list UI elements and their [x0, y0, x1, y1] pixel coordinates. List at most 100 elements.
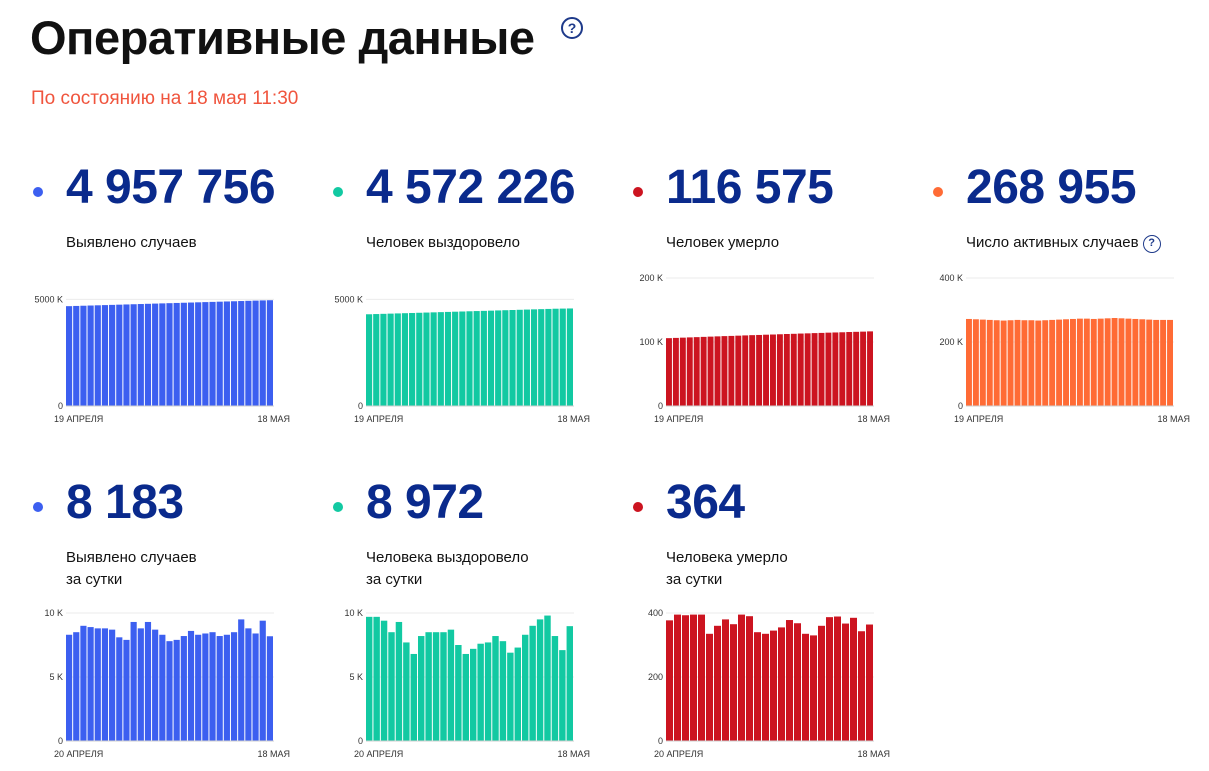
bar: [538, 309, 545, 406]
bar: [209, 632, 216, 741]
bar: [410, 653, 417, 741]
y-tick-label: 100 K: [639, 337, 663, 347]
bar: [746, 616, 753, 741]
bar: [1042, 320, 1049, 406]
bar: [1049, 319, 1056, 406]
bar: [477, 643, 484, 741]
bar: [430, 312, 437, 406]
bar: [366, 314, 373, 406]
bar: [993, 320, 1000, 406]
bar: [986, 319, 993, 406]
bar: [109, 629, 116, 741]
bar: [1139, 319, 1146, 406]
bar: [266, 636, 273, 741]
y-tick-label: 5000 K: [334, 294, 363, 304]
bar: [259, 620, 266, 741]
bar: [452, 311, 459, 406]
bar: [551, 636, 559, 741]
bar: [101, 305, 109, 406]
bar: [516, 309, 523, 406]
bar: [123, 304, 130, 406]
bar: [686, 337, 693, 406]
bar: [109, 304, 116, 406]
bar: [858, 631, 865, 741]
stat-value: 364: [666, 476, 745, 529]
legend-dot: [333, 187, 343, 197]
bar: [1021, 320, 1028, 406]
help-icon[interactable]: ?: [561, 17, 583, 39]
bar: [866, 624, 873, 741]
bar: [700, 336, 707, 406]
bar: [839, 332, 846, 406]
stat-label: Человека умерло за сутки: [666, 547, 788, 591]
bar: [1118, 318, 1125, 406]
x-tick-label-end: 18 МАЯ: [557, 414, 590, 424]
x-tick-label-start: 19 АПРЕЛЯ: [54, 414, 103, 424]
bar: [80, 305, 87, 406]
bar: [440, 632, 447, 741]
help-icon[interactable]: ?: [1142, 235, 1161, 253]
bar: [804, 333, 811, 406]
bar: [66, 634, 73, 741]
bar: [423, 312, 430, 406]
y-tick-label: 5 K: [349, 672, 363, 682]
bar: [545, 308, 552, 406]
stat-card: 364 Человека умерло за сутки 0 200 400 20 АПРЕ…: [630, 465, 890, 765]
y-tick-label: 400 K: [939, 273, 963, 283]
stat-label-line: за сутки: [66, 571, 123, 588]
bar: [223, 634, 230, 741]
bar: [802, 633, 809, 741]
bar: [674, 614, 681, 741]
bar: [470, 648, 477, 741]
bar: [455, 645, 462, 741]
bar: [523, 309, 530, 406]
bar: [1070, 318, 1076, 406]
bar: [180, 302, 187, 406]
bar: [473, 311, 480, 406]
bar: [152, 629, 159, 741]
stat-card: 4 957 756 Выявлено случаев 0 5000 K 19 АПРЕЛ…: [30, 150, 290, 450]
bar: [666, 620, 673, 741]
bar: [818, 332, 825, 406]
legend-dot: [633, 187, 643, 197]
stat-label-line: за сутки: [366, 571, 423, 588]
bar: [87, 627, 94, 741]
bar: [714, 625, 721, 741]
bar: [487, 310, 495, 406]
bar: [1063, 319, 1069, 406]
bar: [202, 633, 209, 741]
bar: [380, 313, 387, 406]
bar: [509, 310, 516, 406]
bar: [252, 633, 259, 741]
bar: [395, 621, 403, 741]
bar: [366, 616, 373, 741]
bar: [499, 641, 507, 741]
stat-label: Человек выздоровело: [366, 232, 520, 254]
bar: [825, 332, 832, 406]
bar: [101, 628, 109, 741]
bar: [159, 634, 166, 741]
bar: [180, 636, 187, 741]
bar: [972, 319, 979, 406]
bar: [1014, 319, 1021, 406]
bar: [1097, 318, 1104, 406]
bar: [1000, 320, 1007, 406]
bar: [693, 337, 700, 406]
y-tick-label: 200 K: [639, 273, 663, 283]
bar: [502, 310, 509, 406]
bar: [853, 331, 860, 406]
bar: [209, 301, 216, 406]
x-tick-label-end: 18 МАЯ: [857, 414, 890, 424]
bar: [522, 634, 529, 741]
bar: [187, 630, 195, 741]
bar: [137, 304, 144, 406]
bar: [245, 628, 252, 741]
bar: [860, 331, 867, 406]
bar: [144, 303, 152, 406]
bar: [137, 628, 144, 741]
bar: [770, 334, 776, 406]
bar: [480, 310, 487, 406]
bar: [130, 304, 137, 406]
bar: [735, 335, 742, 406]
x-tick-label-end: 18 МАЯ: [1157, 414, 1190, 424]
